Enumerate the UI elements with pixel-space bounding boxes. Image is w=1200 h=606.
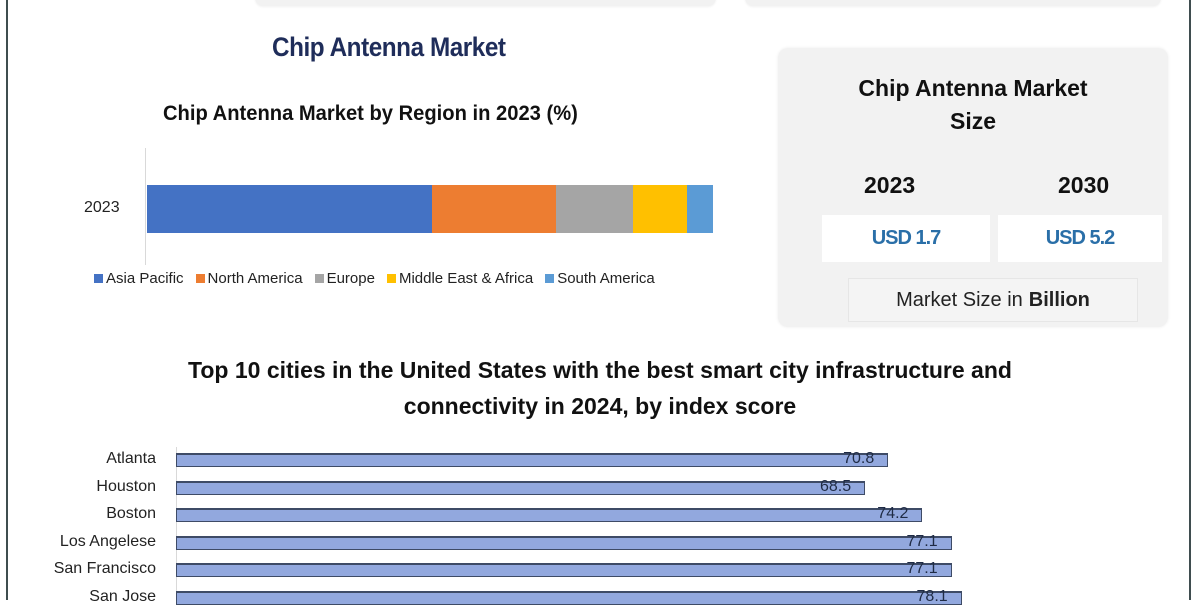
legend-swatch <box>195 274 205 283</box>
region-chart-title: Chip Antenna Market by Region in 2023 (%… <box>163 102 578 125</box>
city-bar <box>176 453 889 467</box>
value-box-2030: USD 5.2 <box>998 215 1162 262</box>
city-bar <box>176 563 952 578</box>
city-value-label: 77.1 <box>906 560 938 578</box>
legend-item: Europe <box>314 270 375 287</box>
market-size-title: Chip Antenna Market Size <box>778 72 1168 138</box>
legend-label: Asia Pacific <box>106 270 184 287</box>
cities-chart-title: Top 10 cities in the United States with … <box>100 352 1100 424</box>
legend-swatch <box>314 274 324 283</box>
city-bar <box>176 535 952 550</box>
unit-box: Market Size in Billion <box>848 278 1138 322</box>
city-label: Atlanta <box>106 450 156 467</box>
top-card-left <box>255 0 716 6</box>
legend-label: South America <box>557 270 655 287</box>
page-title: Chip Antenna Market <box>272 32 506 62</box>
city-label: San Jose <box>89 588 156 605</box>
stack-segment-europe <box>556 185 634 233</box>
city-value-label: 68.5 <box>819 477 852 495</box>
city-value-label: 70.8 <box>843 450 875 467</box>
stack-segment-north-america <box>432 185 557 233</box>
city-value-label: 77.1 <box>906 532 938 550</box>
region-chart-axis <box>145 148 146 265</box>
stack-segment-south-america <box>686 185 713 233</box>
cities-chart-axis <box>176 447 177 600</box>
year-label-2030: 2030 <box>1058 172 1110 198</box>
legend-label: Middle East & Africa <box>398 270 534 287</box>
legend-item: South America <box>545 270 655 287</box>
cities-chart-title-line1: Top 10 cities in the United States with … <box>188 357 1012 383</box>
city-value-label: 74.2 <box>877 505 909 523</box>
city-bar <box>176 508 923 523</box>
legend-item: Asia Pacific <box>94 270 184 287</box>
stack-segment-asia-pacific <box>147 185 433 233</box>
left-border-line <box>6 0 8 600</box>
city-label: Houston <box>96 477 156 495</box>
legend-label: North America <box>207 270 303 287</box>
value-box-2023: USD 1.7 <box>822 215 990 262</box>
legend-swatch <box>94 274 103 283</box>
unit-bold: Billion <box>1028 288 1090 311</box>
stack-segment-middle-east-africa <box>633 185 687 233</box>
year-label-2023: 2023 <box>864 172 916 198</box>
top-card-right <box>745 0 1161 6</box>
region-category-label: 2023 <box>84 199 120 216</box>
city-label: San Francisco <box>53 560 156 578</box>
city-bar <box>176 591 962 605</box>
unit-prefix: Market Size in <box>896 288 1023 311</box>
legend-item: North America <box>195 270 303 287</box>
legend-swatch <box>545 274 555 283</box>
cities-chart-title-line2: connectivity in 2024, by index score <box>403 393 797 419</box>
legend-label: Europe <box>326 270 375 287</box>
region-legend: Asia Pacific North America Europe Middle Ea… <box>94 270 655 287</box>
legend-swatch <box>386 274 396 283</box>
legend-item: Middle East & Africa <box>386 270 534 287</box>
right-border-line <box>1189 0 1191 600</box>
market-size-title-line2: Size <box>949 108 997 134</box>
city-value-label: 78.1 <box>916 588 948 605</box>
city-label: Los Angelese <box>59 532 156 550</box>
city-bar <box>176 480 866 495</box>
market-size-card: Chip Antenna Market Size 2023 2030 USD 1… <box>778 48 1168 327</box>
market-size-title-line1: Chip Antenna Market <box>858 75 1088 101</box>
city-label: Boston <box>106 505 156 523</box>
